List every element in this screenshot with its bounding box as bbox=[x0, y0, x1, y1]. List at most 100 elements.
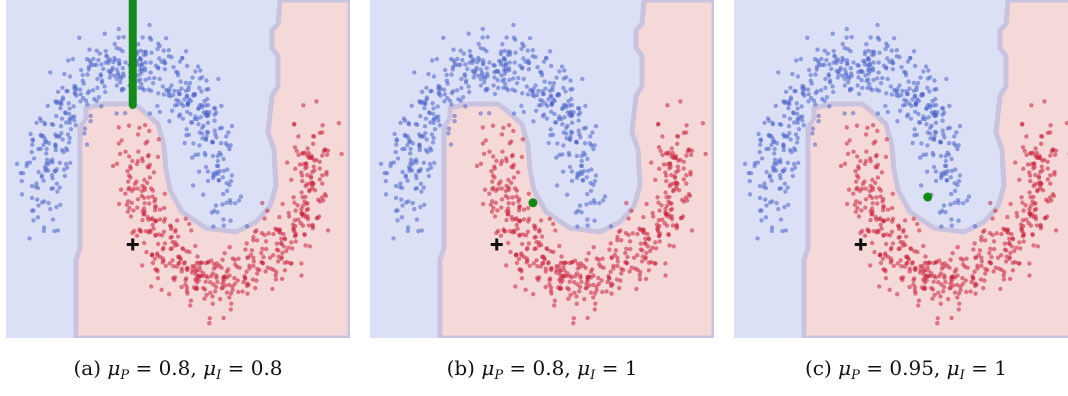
red-point bbox=[968, 289, 973, 294]
blue-point bbox=[106, 60, 111, 65]
red-point bbox=[664, 203, 670, 208]
blue-point bbox=[542, 79, 547, 84]
blue-point bbox=[442, 92, 447, 97]
blue-point bbox=[924, 106, 929, 112]
red-point bbox=[110, 163, 116, 169]
red-point bbox=[271, 231, 276, 237]
red-point bbox=[988, 246, 993, 251]
red-point bbox=[635, 253, 640, 258]
red-point bbox=[1022, 148, 1027, 154]
blue-point bbox=[810, 131, 815, 136]
blue-point bbox=[836, 69, 841, 74]
red-point bbox=[284, 248, 289, 254]
blue-point bbox=[548, 63, 554, 69]
blue-point bbox=[184, 127, 189, 132]
red-point bbox=[859, 208, 864, 213]
blue-point bbox=[840, 73, 845, 79]
blue-point bbox=[600, 198, 606, 203]
blue-point bbox=[120, 66, 126, 71]
red-point bbox=[689, 228, 695, 233]
red-point bbox=[1035, 244, 1040, 249]
red-point bbox=[491, 205, 496, 211]
blue-point bbox=[422, 101, 427, 106]
blue-point bbox=[416, 228, 421, 234]
red-point bbox=[1004, 248, 1009, 253]
red-point bbox=[931, 279, 936, 284]
blue-point bbox=[549, 100, 555, 105]
blue-point bbox=[85, 90, 91, 96]
red-point bbox=[975, 266, 980, 271]
red-point bbox=[260, 260, 265, 266]
red-point bbox=[1008, 201, 1013, 207]
blue-point bbox=[409, 103, 414, 109]
blue-point bbox=[875, 76, 880, 81]
blue-point bbox=[193, 69, 198, 74]
blue-point bbox=[405, 228, 411, 234]
red-point bbox=[474, 163, 480, 169]
blue-point bbox=[30, 137, 35, 142]
blue-point bbox=[195, 64, 201, 69]
blue-point bbox=[29, 149, 34, 155]
blue-point bbox=[772, 161, 777, 166]
blue-point bbox=[766, 146, 771, 151]
blue-point bbox=[931, 112, 936, 118]
red-point bbox=[275, 259, 281, 264]
blue-point bbox=[213, 110, 219, 115]
red-point bbox=[138, 229, 144, 234]
red-point bbox=[863, 132, 869, 137]
blue-point bbox=[229, 173, 235, 178]
blue-point bbox=[476, 41, 481, 47]
red-point bbox=[594, 287, 599, 293]
blue-point bbox=[394, 142, 399, 147]
blue-point bbox=[813, 90, 819, 96]
red-point bbox=[274, 227, 279, 232]
blue-point bbox=[210, 175, 216, 181]
blue-point bbox=[825, 51, 830, 56]
blue-point bbox=[827, 62, 832, 67]
blue-point bbox=[177, 112, 183, 117]
blue-point bbox=[582, 152, 588, 157]
blue-point bbox=[94, 48, 99, 53]
red-point bbox=[973, 255, 979, 260]
red-point bbox=[656, 145, 662, 150]
red-point bbox=[601, 265, 606, 270]
red-point bbox=[678, 99, 683, 104]
red-point bbox=[596, 275, 601, 281]
red-point bbox=[511, 162, 517, 167]
red-point bbox=[557, 243, 562, 249]
red-point bbox=[135, 205, 140, 210]
red-point bbox=[539, 242, 544, 248]
blue-point bbox=[417, 142, 422, 147]
red-point bbox=[632, 266, 638, 271]
blue-point bbox=[224, 134, 229, 139]
blue-point bbox=[585, 168, 591, 174]
red-point bbox=[260, 246, 265, 251]
blue-point bbox=[244, 224, 250, 229]
red-point bbox=[222, 251, 227, 256]
red-point bbox=[311, 134, 316, 139]
red-point bbox=[147, 162, 153, 167]
blue-point bbox=[863, 73, 868, 78]
red-point bbox=[866, 229, 872, 234]
red-point bbox=[1034, 223, 1040, 228]
red-point bbox=[305, 146, 310, 151]
blue-point bbox=[816, 60, 821, 65]
red-point bbox=[669, 146, 674, 151]
blue-point bbox=[796, 160, 801, 166]
blue-point bbox=[788, 95, 794, 100]
blue-point bbox=[783, 89, 789, 95]
blue-point bbox=[920, 92, 926, 97]
blue-point bbox=[64, 146, 69, 151]
red-point bbox=[615, 263, 620, 269]
red-point bbox=[302, 212, 307, 217]
blue-point bbox=[414, 217, 420, 222]
red-point bbox=[509, 180, 514, 185]
red-point bbox=[921, 243, 926, 249]
red-point bbox=[290, 246, 295, 251]
red-point bbox=[641, 214, 646, 220]
blue-point bbox=[930, 150, 935, 156]
caption-b: (b) μP = 0.8, μI = 1 bbox=[446, 356, 638, 383]
blue-point bbox=[945, 126, 951, 131]
blue-point bbox=[485, 71, 490, 76]
blue-point bbox=[397, 184, 402, 190]
